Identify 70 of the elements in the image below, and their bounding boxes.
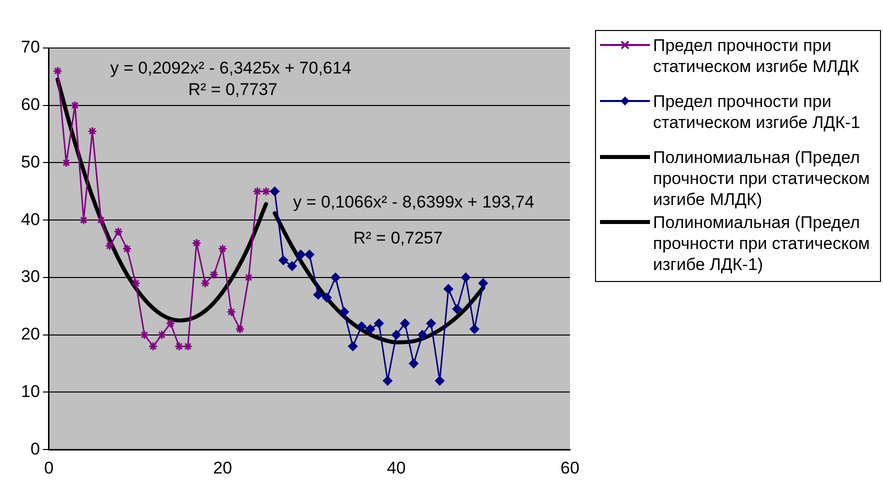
point <box>348 342 358 352</box>
y-tick-label: 50 <box>20 152 40 172</box>
point <box>52 66 62 76</box>
point <box>313 290 323 300</box>
annotation: R² = 0,7737 <box>188 80 278 99</box>
point <box>366 324 375 334</box>
point <box>218 244 228 254</box>
point <box>444 284 454 294</box>
point <box>339 307 349 317</box>
point <box>78 215 88 225</box>
point <box>382 376 392 386</box>
y-tick-label: 0 <box>30 439 40 458</box>
point <box>278 256 288 266</box>
legend-label: Предел прочности при статическом изгибе МЛДК <box>653 35 860 77</box>
point <box>470 324 480 334</box>
point <box>400 318 410 328</box>
annotation: y = 0,2092x² - 6,3425x + 70,614 <box>110 58 352 78</box>
annotation: R² = 0,7257 <box>353 228 443 248</box>
point <box>418 330 428 340</box>
point <box>157 330 167 340</box>
point <box>461 272 471 282</box>
point <box>183 342 193 352</box>
point <box>270 186 280 196</box>
point <box>140 330 150 340</box>
point <box>244 272 254 282</box>
point <box>226 307 236 317</box>
point <box>478 278 488 288</box>
point <box>209 270 219 280</box>
point <box>304 250 314 260</box>
point <box>174 342 184 352</box>
point <box>374 318 384 328</box>
y-tick-label: 20 <box>20 324 40 344</box>
point <box>252 186 262 196</box>
point <box>261 186 271 196</box>
legend-label: Предел прочности при статическом изгибе ЛДК-1 <box>653 91 862 133</box>
point <box>356 322 366 331</box>
point <box>192 238 202 248</box>
point <box>322 292 332 302</box>
x-tick-label: 20 <box>213 458 232 478</box>
point <box>296 250 306 260</box>
point <box>330 272 340 282</box>
point <box>434 376 444 386</box>
point <box>114 226 124 236</box>
x-tick-label: 60 <box>560 458 580 478</box>
point <box>452 304 462 314</box>
point <box>62 158 72 168</box>
point <box>131 278 141 288</box>
point <box>122 244 132 254</box>
y-tick-label: 60 <box>20 95 40 114</box>
x-tick-label: 40 <box>386 458 406 478</box>
point <box>426 318 436 328</box>
legend-label: Полиномиальная (Предел прочности при статическом изгибе МЛДК) <box>653 147 871 210</box>
annotation: y = 0,1066x² - 8,6399x + 193,74 <box>293 192 534 212</box>
point <box>96 215 106 225</box>
point <box>148 342 158 352</box>
y-tick-label: 10 <box>20 382 40 401</box>
y-tick-label: 30 <box>20 267 40 286</box>
point <box>166 318 176 328</box>
legend-label: Полиномиальная (Предел прочности при статическом изгибе ЛДК-1) <box>653 212 871 275</box>
point <box>88 126 98 136</box>
y-tick-label: 40 <box>20 210 40 229</box>
point <box>200 278 210 288</box>
point <box>104 241 114 251</box>
x-tick-label: 0 <box>44 458 54 478</box>
point <box>392 330 402 340</box>
point <box>287 261 297 271</box>
y-tick-label: 70 <box>20 38 40 57</box>
point <box>408 358 418 368</box>
point <box>235 324 245 334</box>
point <box>70 100 80 110</box>
